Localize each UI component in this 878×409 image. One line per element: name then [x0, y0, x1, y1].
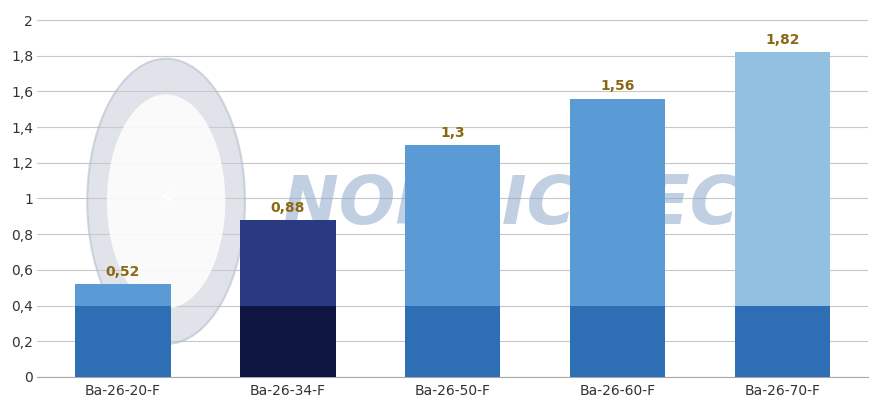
Bar — [569, 99, 665, 306]
Bar — [240, 306, 335, 377]
Text: 0,52: 0,52 — [105, 265, 140, 279]
Bar — [734, 52, 829, 306]
Bar — [405, 145, 500, 306]
Bar — [240, 220, 335, 306]
Text: 1,3: 1,3 — [440, 126, 464, 139]
Text: 1,82: 1,82 — [764, 33, 799, 47]
Text: NORDIC TEC: NORDIC TEC — [283, 172, 738, 238]
Bar — [569, 306, 665, 377]
Bar — [75, 306, 170, 377]
Bar — [405, 306, 500, 377]
Text: 0,88: 0,88 — [270, 200, 305, 215]
Bar — [734, 306, 829, 377]
Text: 1,56: 1,56 — [600, 79, 634, 93]
Bar — [75, 284, 170, 306]
Ellipse shape — [107, 94, 225, 308]
Text: ⚡: ⚡ — [155, 187, 176, 216]
Ellipse shape — [87, 58, 245, 344]
